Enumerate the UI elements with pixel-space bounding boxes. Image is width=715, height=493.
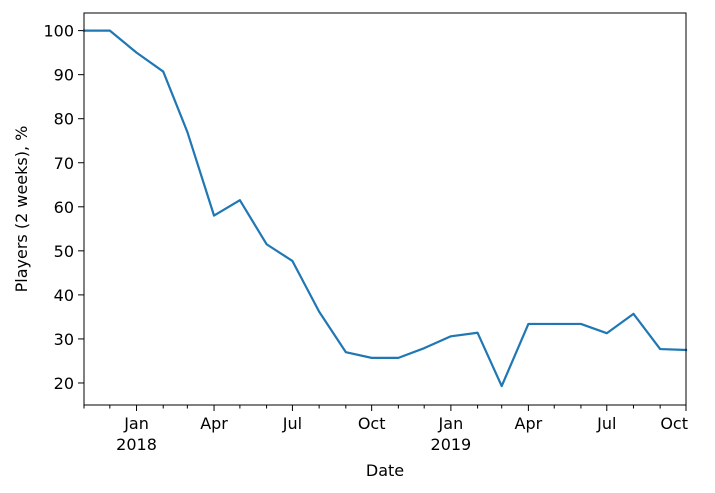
x-tick-label: Jul bbox=[596, 414, 616, 433]
y-tick-label: 100 bbox=[43, 22, 74, 41]
y-tick-label: 50 bbox=[54, 242, 74, 261]
data-point bbox=[135, 52, 138, 54]
x-tick-label: Jan bbox=[123, 414, 149, 433]
x-tick-label: Apr bbox=[515, 414, 543, 433]
x-tick-year-label: 2018 bbox=[116, 435, 157, 454]
plot-frame bbox=[83, 12, 687, 406]
data-point bbox=[371, 357, 373, 359]
data-point bbox=[423, 347, 425, 349]
x-tick-label: Jan bbox=[438, 414, 464, 433]
data-point bbox=[501, 385, 503, 387]
data-point bbox=[239, 199, 241, 201]
data-point bbox=[476, 332, 479, 334]
series-layer bbox=[82, 29, 688, 388]
data-point bbox=[659, 348, 661, 350]
data-point bbox=[632, 313, 635, 315]
data-point bbox=[186, 131, 188, 133]
x-tick-label: Apr bbox=[200, 414, 228, 433]
data-point bbox=[318, 311, 320, 313]
x-tick-label: Oct bbox=[358, 414, 386, 433]
series-line-0 bbox=[82, 29, 688, 388]
y-tick-label: 70 bbox=[54, 154, 74, 173]
x-tick-year-label: 2019 bbox=[431, 435, 472, 454]
data-point bbox=[213, 215, 215, 217]
data-point bbox=[527, 323, 529, 325]
y-tick-label: 80 bbox=[54, 110, 74, 129]
data-point bbox=[345, 351, 347, 353]
x-axis-label: Date bbox=[366, 461, 404, 480]
x-axis-ticks: Jan 2018 Apr Jul Oct Jan 2019 Apr Jul Oct bbox=[83, 405, 688, 454]
data-point bbox=[580, 323, 582, 325]
x-tick-label: Jul bbox=[282, 414, 302, 433]
x-tick-label: Oct bbox=[660, 414, 688, 433]
data-point bbox=[553, 323, 555, 325]
data-point bbox=[162, 70, 164, 73]
y-tick-label: 60 bbox=[54, 198, 74, 217]
data-point bbox=[397, 357, 399, 359]
y-tick-label: 40 bbox=[54, 286, 74, 305]
data-point bbox=[265, 243, 268, 245]
y-axis-label: Players (2 weeks), % bbox=[12, 126, 31, 293]
y-tick-label: 90 bbox=[54, 66, 74, 85]
data-point bbox=[291, 260, 294, 262]
y-tick-label: 20 bbox=[54, 374, 74, 393]
y-axis-ticks: 20 30 40 50 60 70 80 90 100 bbox=[43, 22, 84, 393]
y-tick-label: 30 bbox=[54, 330, 74, 349]
data-point bbox=[109, 30, 111, 32]
data-point bbox=[450, 335, 452, 337]
data-point bbox=[606, 332, 608, 334]
